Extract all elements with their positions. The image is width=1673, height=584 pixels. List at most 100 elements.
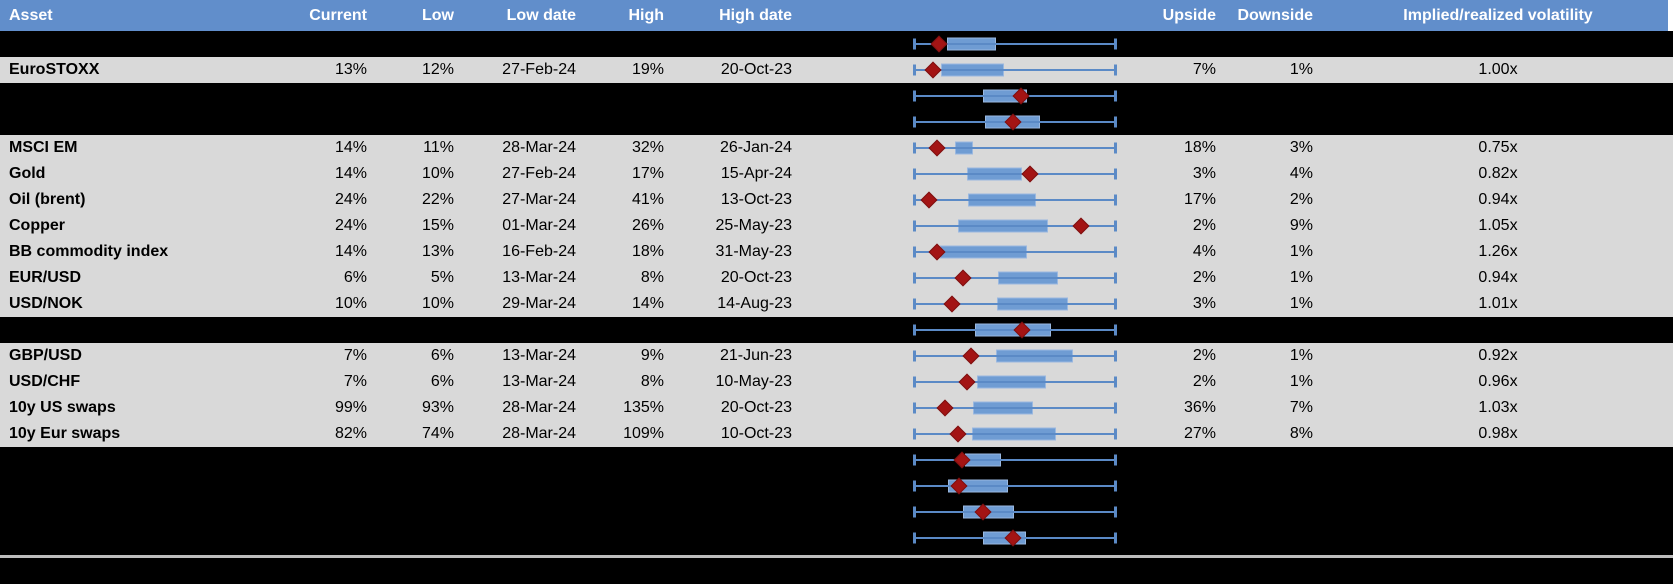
cell-high-date[interactable]: 10-Oct-23 [720, 425, 792, 442]
cell-current[interactable]: 10% [334, 295, 367, 312]
column-header-downside[interactable]: Downside [1237, 6, 1313, 24]
column-header-upside[interactable]: Upside [1162, 6, 1216, 24]
cell-upside[interactable]: 2% [1192, 269, 1216, 286]
cell-low[interactable]: 6% [430, 373, 454, 390]
cell-upside[interactable]: 4% [1192, 243, 1216, 260]
cell-upside[interactable]: 7% [1192, 61, 1216, 78]
cell-downside[interactable]: 4% [1289, 165, 1313, 182]
cell-current[interactable]: 14% [334, 139, 367, 156]
cell-upside[interactable]: 36% [1183, 399, 1216, 416]
cell-low[interactable]: 11% [423, 139, 454, 156]
cell-high[interactable]: 32% [631, 139, 664, 156]
cell-high[interactable]: 8% [640, 373, 664, 390]
cell-implied-realized-volatility[interactable]: 0.75x [1478, 139, 1518, 156]
cell-high[interactable]: 8% [640, 269, 664, 286]
cell-current[interactable]: 6% [343, 269, 367, 286]
table-row[interactable]: Gold 14% 10% 27-Feb-24 17% 15-Apr-24 3% … [0, 161, 1673, 187]
cell-current[interactable]: 82% [334, 425, 367, 442]
cell-low[interactable]: 12% [421, 61, 454, 78]
cell-implied-realized-volatility[interactable]: 1.00x [1478, 61, 1518, 78]
cell-low-date[interactable]: 27-Mar-24 [502, 191, 576, 208]
cell-high-date[interactable]: 13-Oct-23 [720, 191, 792, 208]
cell-downside[interactable]: 1% [1289, 373, 1313, 390]
cell-implied-realized-volatility[interactable]: 0.94x [1478, 191, 1518, 208]
table-row[interactable]: USD/NOK 10% 10% 29-Mar-24 14% 14-Aug-23 … [0, 291, 1673, 317]
cell-downside[interactable]: 7% [1289, 399, 1313, 416]
cell-downside[interactable]: 9% [1289, 217, 1313, 234]
cell-asset[interactable]: EUR/USD [9, 269, 82, 286]
cell-asset[interactable]: Oil (brent) [9, 191, 86, 208]
cell-upside[interactable]: 2% [1192, 373, 1216, 390]
table-row[interactable]: Copper 24% 15% 01-Mar-24 26% 25-May-23 2… [0, 213, 1673, 239]
cell-implied-realized-volatility[interactable]: 0.94x [1478, 269, 1518, 286]
cell-upside[interactable]: 27% [1183, 425, 1216, 442]
cell-high-date[interactable]: 20-Oct-23 [720, 269, 792, 286]
cell-high-date[interactable]: 26-Jan-24 [719, 139, 792, 156]
cell-downside[interactable]: 1% [1289, 269, 1313, 286]
cell-upside[interactable]: 18% [1183, 139, 1216, 156]
cell-upside[interactable]: 2% [1192, 217, 1216, 234]
column-header-current[interactable]: Current [309, 6, 367, 24]
table-row[interactable]: 10y US swaps 99% 93% 28-Mar-24 135% 20-O… [0, 395, 1673, 421]
cell-high[interactable]: 41% [631, 191, 664, 208]
cell-current[interactable]: 13% [334, 61, 367, 78]
table-row[interactable]: Oil (brent) 24% 22% 27-Mar-24 41% 13-Oct… [0, 187, 1673, 213]
cell-implied-realized-volatility[interactable]: 0.92x [1478, 347, 1518, 364]
cell-low-date[interactable]: 13-Mar-24 [502, 269, 576, 286]
cell-downside[interactable]: 8% [1289, 425, 1313, 442]
cell-low[interactable]: 15% [421, 217, 454, 234]
cell-implied-realized-volatility[interactable]: 0.98x [1478, 425, 1518, 442]
column-header-high[interactable]: High [628, 6, 664, 24]
cell-high[interactable]: 14% [631, 295, 664, 312]
cell-high-date[interactable]: 25-May-23 [715, 217, 792, 234]
cell-high-date[interactable]: 20-Oct-23 [720, 61, 792, 78]
cell-low[interactable]: 74% [421, 425, 454, 442]
cell-asset[interactable]: 10y Eur swaps [9, 425, 121, 442]
cell-high[interactable]: 9% [640, 347, 664, 364]
cell-low-date[interactable]: 28-Mar-24 [502, 139, 576, 156]
table-row[interactable]: USD/CHF 7% 6% 13-Mar-24 8% 10-May-23 2% … [0, 369, 1673, 395]
table-row[interactable]: EUR/USD 6% 5% 13-Mar-24 8% 20-Oct-23 2% … [0, 265, 1673, 291]
cell-low-date[interactable]: 01-Mar-24 [502, 217, 576, 234]
cell-low-date[interactable]: 27-Feb-24 [502, 165, 576, 182]
cell-upside[interactable]: 3% [1192, 295, 1216, 312]
cell-low-date[interactable]: 13-Mar-24 [502, 347, 576, 364]
cell-low[interactable]: 10% [421, 295, 454, 312]
cell-asset[interactable]: USD/NOK [9, 295, 83, 312]
table-row[interactable]: MSCI EM 14% 11% 28-Mar-24 32% 26-Jan-24 … [0, 135, 1673, 161]
column-header-low-date[interactable]: Low date [506, 6, 576, 24]
column-header-implied-realized-volatility[interactable]: Implied/realized volatility [1403, 6, 1593, 24]
cell-high[interactable]: 19% [631, 61, 664, 78]
cell-low[interactable]: 5% [430, 269, 454, 286]
table-row[interactable]: GBP/USD 7% 6% 13-Mar-24 9% 21-Jun-23 2% … [0, 343, 1673, 369]
cell-upside[interactable]: 3% [1192, 165, 1216, 182]
cell-high[interactable]: 135% [623, 399, 664, 416]
cell-high-date[interactable]: 10-May-23 [715, 373, 792, 390]
column-header-high-date[interactable]: High date [719, 6, 792, 24]
cell-implied-realized-volatility[interactable]: 1.03x [1478, 399, 1518, 416]
cell-implied-realized-volatility[interactable]: 0.96x [1478, 373, 1518, 390]
cell-low[interactable]: 22% [421, 191, 454, 208]
cell-downside[interactable]: 1% [1289, 295, 1313, 312]
cell-current[interactable]: 99% [334, 399, 367, 416]
cell-current[interactable]: 7% [343, 347, 367, 364]
cell-implied-realized-volatility[interactable]: 1.01x [1478, 295, 1518, 312]
cell-asset[interactable]: BB commodity index [9, 243, 169, 260]
cell-low-date[interactable]: 28-Mar-24 [502, 399, 576, 416]
cell-current[interactable]: 7% [343, 373, 367, 390]
table-row[interactable]: 10y Eur swaps 82% 74% 28-Mar-24 109% 10-… [0, 421, 1673, 447]
cell-asset[interactable]: Gold [9, 165, 46, 182]
cell-low-date[interactable]: 27-Feb-24 [502, 61, 576, 78]
cell-low-date[interactable]: 16-Feb-24 [502, 243, 576, 260]
cell-current[interactable]: 14% [334, 243, 367, 260]
cell-current[interactable]: 24% [334, 217, 367, 234]
cell-implied-realized-volatility[interactable]: 1.05x [1478, 217, 1518, 234]
table-row[interactable]: BB commodity index 14% 13% 16-Feb-24 18%… [0, 239, 1673, 265]
cell-implied-realized-volatility[interactable]: 1.26x [1478, 243, 1518, 260]
cell-high-date[interactable]: 15-Apr-24 [720, 165, 792, 182]
cell-asset[interactable]: MSCI EM [9, 139, 78, 156]
column-header-low[interactable]: Low [422, 6, 454, 24]
cell-high-date[interactable]: 20-Oct-23 [720, 399, 792, 416]
cell-asset[interactable]: GBP/USD [9, 347, 82, 364]
cell-low-date[interactable]: 28-Mar-24 [502, 425, 576, 442]
